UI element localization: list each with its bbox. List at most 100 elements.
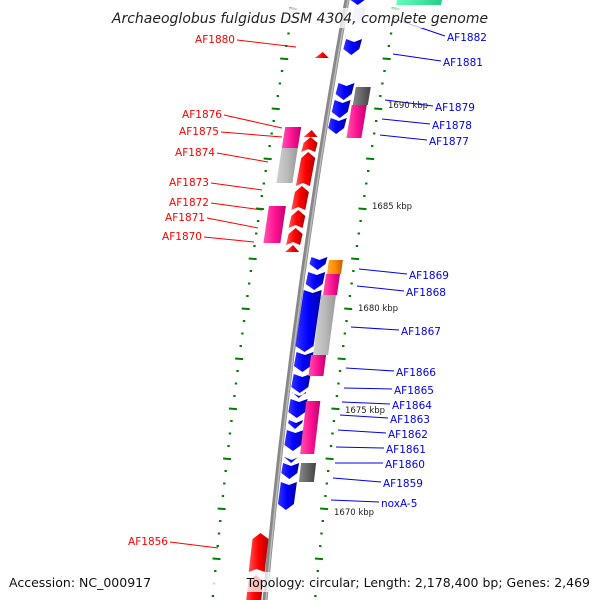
gene-label-right[interactable]: AF1867 bbox=[401, 326, 441, 338]
leader-line bbox=[223, 114, 283, 129]
gene-label-right[interactable]: AF1865 bbox=[394, 385, 434, 397]
scale-label: 1680 kbp bbox=[358, 304, 398, 314]
forward-gene[interactable] bbox=[309, 257, 328, 270]
gene-label-right[interactable]: AF1882 bbox=[447, 32, 487, 44]
leader-line bbox=[220, 131, 283, 138]
gene-label-right[interactable]: AF1866 bbox=[396, 367, 436, 379]
reverse-gene[interactable] bbox=[303, 130, 318, 137]
gene-label-left[interactable]: AF1872 bbox=[169, 197, 209, 209]
tick-mark bbox=[344, 307, 353, 311]
gene-feature[interactable] bbox=[346, 105, 367, 138]
gene-feature[interactable] bbox=[323, 274, 340, 295]
genome-backbone bbox=[262, 0, 350, 600]
gene-feature[interactable] bbox=[298, 463, 317, 482]
leader-line bbox=[216, 152, 269, 163]
forward-gene[interactable] bbox=[343, 39, 363, 55]
leader-line bbox=[350, 326, 400, 331]
tick-mark bbox=[314, 557, 324, 561]
gene-feature[interactable] bbox=[276, 148, 298, 183]
tick-mark bbox=[255, 207, 265, 211]
gene-label-left[interactable]: AF1880 bbox=[195, 34, 235, 46]
reverse-gene[interactable] bbox=[285, 245, 300, 252]
gene-feature[interactable] bbox=[396, 0, 444, 5]
scale-label: 1675 kbp bbox=[345, 406, 385, 416]
forward-gene[interactable] bbox=[335, 83, 355, 100]
tick-mark bbox=[248, 257, 257, 261]
tick-mark bbox=[263, 157, 272, 161]
forward-gene[interactable] bbox=[295, 290, 322, 352]
leader-line bbox=[341, 401, 391, 405]
gene-feature[interactable] bbox=[352, 87, 371, 105]
gene-label-right[interactable]: AF1862 bbox=[388, 429, 428, 441]
forward-gene[interactable] bbox=[277, 482, 297, 510]
gene-label-left[interactable]: AF1870 bbox=[162, 231, 202, 243]
tick-mark bbox=[331, 407, 340, 411]
footer-background bbox=[0, 572, 600, 592]
leader-line bbox=[392, 53, 442, 62]
reverse-gene[interactable] bbox=[286, 228, 303, 245]
tick-mark bbox=[222, 457, 232, 461]
leader-line bbox=[203, 236, 255, 243]
forward-gene[interactable] bbox=[349, 0, 369, 5]
leader-line bbox=[337, 429, 387, 434]
reverse-gene[interactable] bbox=[288, 210, 306, 228]
tick-mark bbox=[235, 357, 244, 361]
gene-label-right[interactable]: AF1881 bbox=[443, 57, 483, 69]
gene-label-left[interactable]: AF1874 bbox=[175, 147, 215, 159]
tick-mark bbox=[325, 457, 334, 461]
tick-mark bbox=[351, 257, 360, 261]
gene-label-right[interactable]: AF1879 bbox=[435, 102, 475, 114]
forward-gene[interactable] bbox=[293, 352, 314, 372]
forward-gene[interactable] bbox=[291, 392, 307, 398]
gene-features bbox=[246, 0, 444, 600]
leader-line bbox=[356, 285, 405, 292]
gene-label-left[interactable]: AF1871 bbox=[165, 212, 205, 224]
gene-label-right[interactable]: AF1861 bbox=[386, 444, 426, 456]
forward-gene[interactable] bbox=[328, 118, 347, 134]
tick-mark bbox=[366, 157, 375, 161]
gene-feature[interactable] bbox=[281, 127, 302, 148]
reverse-gene[interactable] bbox=[291, 186, 309, 210]
reverse-gene[interactable] bbox=[301, 137, 318, 152]
leader-line bbox=[335, 446, 385, 449]
gene-label-left[interactable]: AF1873 bbox=[169, 177, 209, 189]
gene-feature[interactable] bbox=[263, 206, 286, 243]
scale-label: 1670 kbp bbox=[334, 508, 374, 518]
forward-gene[interactable] bbox=[284, 430, 304, 451]
gene-label-left[interactable]: AF1876 bbox=[182, 109, 222, 121]
gene-label-right[interactable]: AF1860 bbox=[385, 459, 425, 471]
gene-feature[interactable] bbox=[327, 260, 343, 274]
leader-line bbox=[343, 387, 393, 390]
forward-gene[interactable] bbox=[331, 100, 351, 118]
reverse-gene[interactable] bbox=[248, 533, 269, 572]
forward-gene[interactable] bbox=[288, 420, 303, 429]
gene-label-right[interactable]: AF1868 bbox=[406, 287, 446, 299]
gene-label-right[interactable]: noxA-5 bbox=[381, 498, 417, 510]
gene-feature[interactable] bbox=[313, 295, 336, 355]
leader-line bbox=[332, 477, 382, 483]
gene-label-right[interactable]: AF1863 bbox=[390, 414, 430, 426]
gene-label-left[interactable]: AF1856 bbox=[128, 536, 168, 548]
forward-gene[interactable] bbox=[291, 374, 311, 393]
reverse-gene[interactable] bbox=[314, 52, 329, 58]
reverse-gene[interactable] bbox=[295, 152, 316, 186]
tick-mark bbox=[212, 557, 221, 561]
tick-mark bbox=[374, 107, 383, 111]
gene-label-left[interactable]: AF1875 bbox=[179, 126, 219, 138]
gene-label-right[interactable]: AF1878 bbox=[432, 120, 472, 132]
tick-mark bbox=[241, 307, 250, 311]
forward-gene[interactable] bbox=[281, 463, 300, 479]
tick-mark bbox=[337, 357, 346, 361]
forward-gene[interactable] bbox=[305, 272, 326, 290]
gene-feature[interactable] bbox=[308, 355, 327, 376]
tick-marks bbox=[211, 7, 400, 597]
gene-label-right[interactable]: AF1859 bbox=[383, 478, 423, 490]
gene-label-right[interactable]: AF1869 bbox=[409, 270, 449, 282]
forward-gene[interactable] bbox=[284, 457, 299, 463]
forward-gene[interactable] bbox=[288, 399, 308, 418]
gene-label-right[interactable]: AF1877 bbox=[429, 136, 469, 148]
gene-label-right[interactable]: AF1864 bbox=[392, 400, 432, 412]
gene-feature[interactable] bbox=[300, 401, 321, 454]
map-title: Archaeoglobus fulgidus DSM 4304, complet… bbox=[111, 11, 488, 27]
